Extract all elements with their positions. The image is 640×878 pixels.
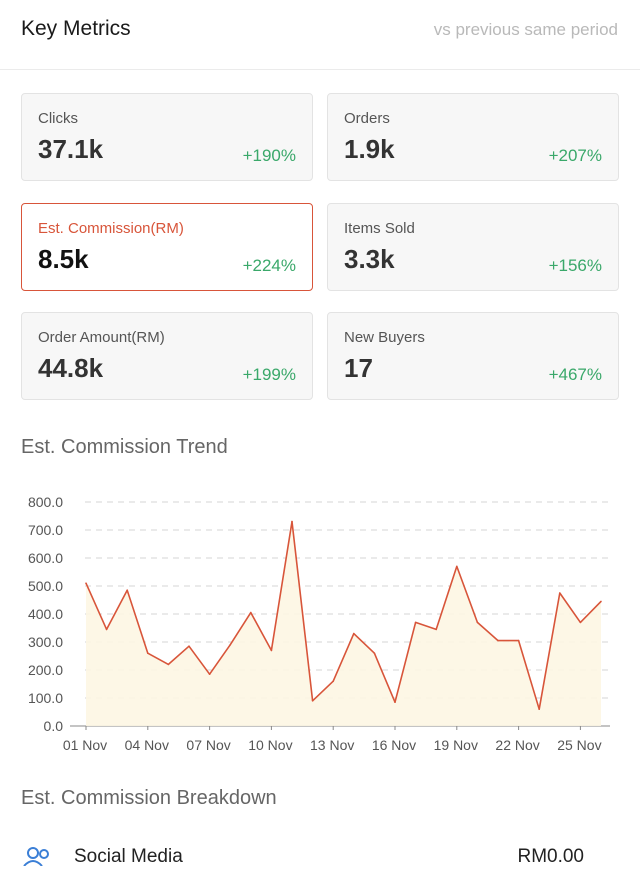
- x-tick-label: 07 Nov: [186, 737, 230, 753]
- data-point: [126, 589, 128, 591]
- x-tick-label: 19 Nov: [434, 737, 478, 753]
- data-point: [476, 621, 479, 624]
- metric-label: Clicks: [38, 110, 78, 127]
- data-point: [600, 600, 602, 603]
- x-tick-label: 13 Nov: [310, 737, 354, 753]
- metric-label: Orders: [344, 110, 390, 127]
- data-point: [270, 649, 273, 652]
- metric-label: Items Sold: [344, 220, 415, 237]
- data-point: [394, 701, 396, 703]
- comparison-note: vs previous same period: [433, 20, 618, 39]
- metric-label: Order Amount(RM): [38, 329, 165, 346]
- data-point: [105, 628, 108, 631]
- metric-change: +224%: [242, 256, 296, 275]
- metric-card-clicks[interactable]: Clicks 37.1k +190%: [21, 93, 313, 181]
- data-point: [579, 621, 582, 624]
- data-point: [167, 663, 170, 666]
- y-tick-label: 200.0: [28, 662, 63, 678]
- data-point: [559, 592, 561, 594]
- data-point: [85, 582, 87, 584]
- data-point: [353, 632, 355, 635]
- trend-title: Est. Commission Trend: [21, 436, 228, 458]
- metric-card-orders[interactable]: Orders 1.9k +207%: [327, 93, 619, 181]
- x-tick-label: 10 Nov: [248, 737, 292, 753]
- x-tick-label: 04 Nov: [125, 737, 169, 753]
- metric-change: +467%: [548, 365, 602, 384]
- breakdown-label: Social Media: [74, 846, 183, 867]
- metric-change: +156%: [548, 256, 602, 275]
- metric-change: +207%: [548, 146, 602, 165]
- y-tick-label: 100.0: [28, 690, 63, 706]
- breakdown-row-social-media[interactable]: Social Media RM0.00: [0, 838, 640, 878]
- metric-card-items-sold[interactable]: Items Sold 3.3k +156%: [327, 203, 619, 291]
- metric-label: New Buyers: [344, 329, 425, 346]
- series-line: [85, 520, 602, 710]
- x-tick-label: 01 Nov: [63, 737, 107, 753]
- data-point: [188, 645, 190, 647]
- metric-value: 3.3k: [344, 244, 395, 274]
- metric-value: 17: [344, 353, 373, 383]
- metric-change: +190%: [242, 146, 296, 165]
- data-point: [229, 644, 231, 646]
- data-point: [291, 520, 293, 523]
- data-point: [435, 628, 438, 631]
- y-tick-label: 400.0: [28, 606, 63, 622]
- y-tick-label: 700.0: [28, 522, 63, 538]
- data-point: [250, 611, 252, 614]
- metric-label: Est. Commission(RM): [38, 220, 184, 237]
- data-point: [456, 565, 458, 568]
- metric-value: 8.5k: [38, 244, 89, 274]
- metric-value: 44.8k: [38, 353, 104, 383]
- metric-value: 37.1k: [38, 134, 104, 164]
- y-tick-label: 300.0: [28, 634, 63, 650]
- breakdown-title: Est. Commission Breakdown: [21, 787, 277, 809]
- x-tick-label: 16 Nov: [372, 737, 416, 753]
- data-point: [311, 700, 314, 702]
- people-icon: [23, 847, 49, 866]
- y-tick-label: 0.0: [44, 718, 64, 734]
- y-tick-label: 600.0: [28, 550, 63, 566]
- metric-card-new-buyers[interactable]: New Buyers 17 +467%: [327, 312, 619, 400]
- data-point: [497, 639, 499, 642]
- y-tick-label: 800.0: [28, 494, 63, 510]
- header: Key Metrics vs previous same period: [0, 0, 640, 70]
- metric-value: 1.9k: [344, 134, 395, 164]
- data-point: [147, 652, 149, 654]
- series-area: [86, 521, 601, 726]
- metric-card-order-amount[interactable]: Order Amount(RM) 44.8k +199%: [21, 312, 313, 400]
- data-point: [538, 708, 540, 710]
- data-point: [517, 639, 520, 642]
- metric-change: +199%: [242, 365, 296, 384]
- commission-trend-chart: 0.0 100.0 200.0 300.0 400.0 500.0 600.0 700.0 80…: [28, 494, 610, 753]
- data-point: [208, 673, 211, 675]
- page-title: Key Metrics: [21, 17, 131, 40]
- data-point: [373, 652, 376, 654]
- metric-card-est-commission[interactable]: Est. Commission(RM) 8.5k +224%: [21, 203, 313, 291]
- breakdown-value: RM0.00: [517, 846, 584, 867]
- data-point: [332, 680, 335, 682]
- x-tick-label: 22 Nov: [495, 737, 539, 753]
- y-tick-label: 500.0: [28, 578, 63, 594]
- data-point: [414, 621, 417, 624]
- x-tick-label: 25 Nov: [557, 737, 601, 753]
